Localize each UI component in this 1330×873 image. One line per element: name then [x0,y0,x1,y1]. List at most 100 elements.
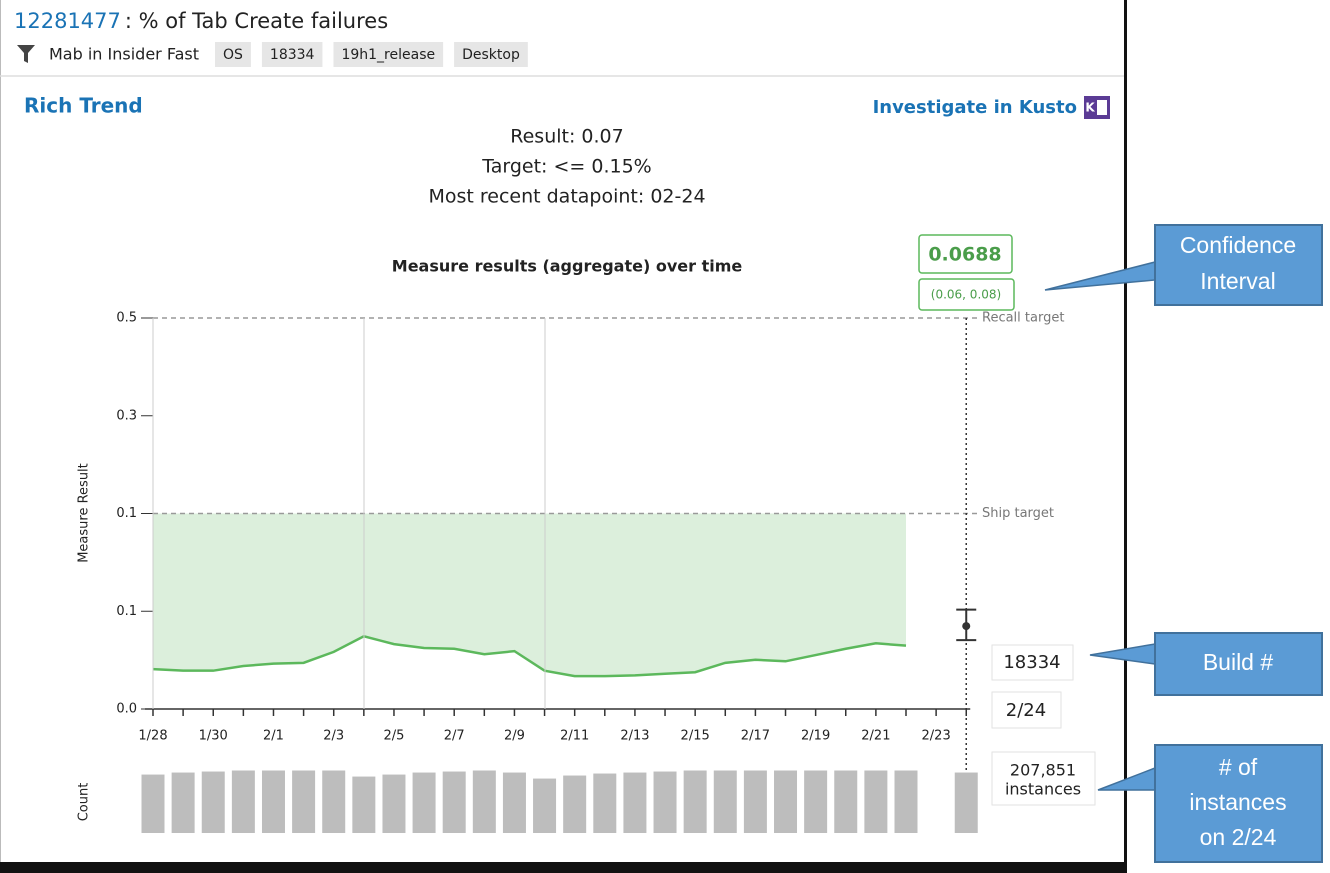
count-axis-label: Count [77,783,92,822]
hover-build: 18334 [1003,652,1060,673]
tooltip-interval-box [918,278,1015,311]
callout: Build # [1089,632,1323,696]
kusto-link[interactable]: Investigate in Kusto [873,97,1077,118]
x-tick-label: 2/5 [383,729,404,744]
count-bar [472,770,496,833]
x-tick-label: 2/13 [620,729,649,744]
tooltip-value: 0.0688 [928,244,1001,266]
item-id[interactable]: 12281477 [14,9,121,33]
panel-border-right [1124,0,1127,873]
hover-count-unit: instances [1005,780,1081,799]
count-bar [141,774,165,833]
hover-date: 2/24 [1006,700,1046,721]
tag-label: OS [223,47,243,63]
x-tick-label: 2/19 [801,729,830,744]
callout-text: Interval [1200,268,1275,294]
count-bar [533,778,557,833]
tag-label: Desktop [462,47,520,63]
tag [454,42,528,67]
count-bar [743,770,767,833]
y-tick-label: 0.1 [116,506,137,521]
header: 12281477: % of Tab Create failures [14,9,388,33]
x-tick-label: 2/1 [263,729,284,744]
tag-label: 18334 [270,47,315,63]
summary-line: Result: 0.07 [510,126,623,148]
count-bar [623,772,647,833]
count-bar [412,772,436,833]
callout-text: Build # [1203,649,1274,675]
x-tick-label: 2/9 [504,729,525,744]
x-tick-label: 2/3 [323,729,344,744]
callout-box [1154,224,1323,306]
panel-border-bottom [0,862,1127,873]
x-tick-label: 2/23 [922,729,951,744]
summary-line: Most recent datapoint: 02-24 [428,186,705,208]
kusto-icon-letter: K [1085,101,1095,115]
plot: 0.0 0.1 0.1 0.3 0.5 Recall target Ship target 1… [116,311,1064,833]
panel [0,0,1125,862]
panel-border-left [0,0,1,862]
count-bar [322,770,346,833]
reference-label: Ship target [982,506,1054,521]
count-bar [442,771,466,833]
trend-line [152,634,907,678]
x-tick-label: 1/30 [199,729,228,744]
count-bar [382,774,406,833]
tag-list: OS 18334 19h1_release Desktop [215,42,528,67]
filter-icon [17,45,35,63]
x-tick-label: 2/11 [560,729,589,744]
summary-line: Target: <= 0.15% [481,156,651,178]
count-bar [774,770,798,833]
count-bar [593,773,617,833]
x-tick-label: 2/15 [681,729,710,744]
callout: # of instances on 2/24 [1097,744,1323,863]
reference-label: Recall target [982,311,1064,326]
count-bar [834,770,858,833]
callout-box [1154,744,1323,863]
x-tick-label: 1/28 [138,729,167,744]
count-bar [231,770,255,833]
tooltip-value-box [918,234,1013,274]
x-tick-label: 2/21 [861,729,890,744]
count-bar [563,775,587,833]
count-bar [352,776,376,833]
tag-label: 19h1_release [341,47,435,63]
y-tick-label: 0.3 [116,408,137,423]
count-bar [804,770,828,833]
tag [333,42,444,67]
count-bar [894,770,918,833]
callout-text: # of [1219,754,1258,780]
callout-box [1154,632,1323,696]
count-bar [261,770,285,833]
y-tick-label: 0.0 [116,702,137,717]
hover-count: 207,851 [1010,761,1076,780]
hover-build-box [991,644,1074,681]
hover-date-box [991,691,1062,729]
tag [261,42,323,67]
y-tick-label: 0.5 [116,311,137,326]
y-tick-label: 0.1 [116,604,137,619]
count-bar [292,770,316,833]
item-title: : % of Tab Create failures [125,9,388,33]
kusto-icon-page [1097,100,1107,115]
callout-text: on 2/24 [1200,824,1277,850]
filter-label: Mab in Insider Fast [49,45,199,64]
kusto-icon[interactable]: K [1084,96,1110,119]
tooltip-interval: (0.06, 0.08) [931,288,1001,302]
x-tick-label: 2/7 [444,729,465,744]
section-title: Rich Trend [24,94,143,118]
chart-title: Measure results (aggregate) over time [392,257,743,276]
count-bar [864,770,888,833]
callout-text: Confidence [1180,232,1296,258]
x-tick-label: 2/17 [741,729,770,744]
target-band [153,513,906,677]
count-bar [502,772,526,833]
callout: Confidence Interval [1044,224,1323,306]
tag [215,42,251,67]
count-bar [653,771,677,833]
count-bar [713,770,737,833]
count-bar [171,772,195,833]
hover-count-box [991,751,1096,806]
ci-point [962,622,971,631]
